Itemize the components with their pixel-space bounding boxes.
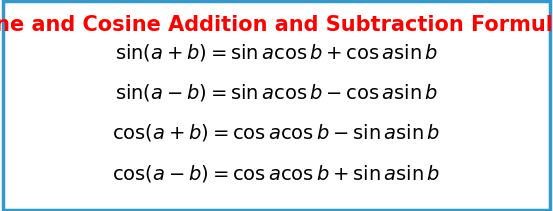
Text: $\cos(a-b)=\cos a\cos b+\sin a\sin b$: $\cos(a-b)=\cos a\cos b+\sin a\sin b$ (112, 162, 441, 184)
Text: Sine and Cosine Addition and Subtraction Formulas: Sine and Cosine Addition and Subtraction… (0, 15, 553, 35)
Text: $\sin(a-b)=\sin a\cos b-\cos a\sin b$: $\sin(a-b)=\sin a\cos b-\cos a\sin b$ (115, 82, 438, 103)
FancyBboxPatch shape (3, 1, 550, 210)
Text: $\sin(a+b)=\sin a\cos b+\cos a\sin b$: $\sin(a+b)=\sin a\cos b+\cos a\sin b$ (115, 42, 438, 63)
Text: $\cos(a+b)=\cos a\cos b-\sin a\sin b$: $\cos(a+b)=\cos a\cos b-\sin a\sin b$ (112, 122, 441, 143)
